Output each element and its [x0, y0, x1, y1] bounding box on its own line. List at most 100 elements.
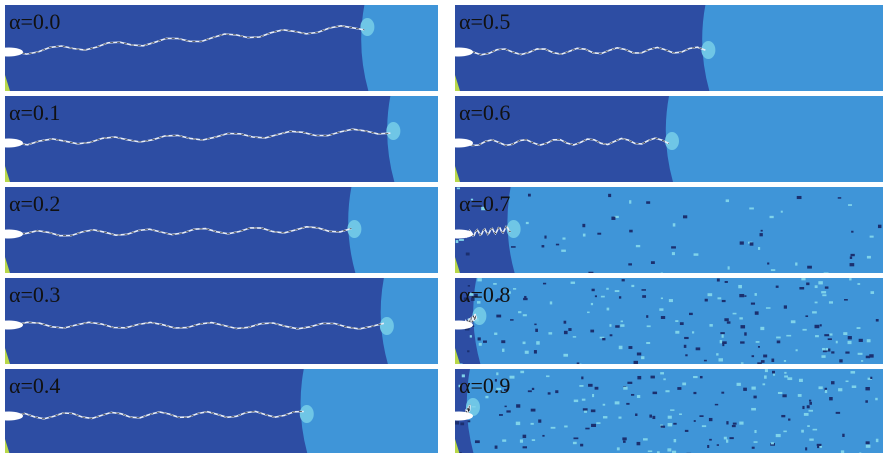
speckle: [799, 379, 803, 382]
panel-label: α=0.8: [459, 282, 510, 307]
panel: α=0.8: [445, 278, 883, 366]
speckle: [797, 196, 802, 199]
speckle: [520, 371, 524, 373]
speckle: [629, 230, 632, 233]
notch: [445, 48, 473, 57]
speckle: [773, 374, 775, 376]
speckle: [705, 299, 708, 302]
speckle: [718, 358, 722, 361]
speckle: [849, 278, 851, 280]
damaged-region: [5, 278, 388, 364]
speckle: [591, 424, 596, 427]
speckle: [815, 325, 820, 328]
speckle: [866, 445, 871, 448]
speckle: [619, 296, 621, 298]
speckle: [807, 425, 810, 427]
speckle: [817, 444, 822, 446]
speckle: [620, 324, 624, 327]
speckle: [809, 402, 812, 405]
speckle: [653, 392, 658, 395]
speckle: [685, 354, 687, 356]
speckle: [665, 390, 669, 392]
speckle: [760, 233, 763, 236]
speckle: [646, 201, 650, 204]
speckle: [739, 317, 742, 319]
panel-label: α=0.9: [459, 373, 510, 398]
panel-label: α=0.1: [9, 100, 60, 125]
process-zone: [360, 18, 374, 36]
speckle: [571, 282, 575, 284]
speckle: [643, 438, 648, 440]
speckle: [595, 295, 597, 297]
speckle: [637, 376, 641, 379]
panel: α=0.9: [445, 369, 883, 453]
panel-label: α=0.4: [9, 373, 60, 398]
speckle: [626, 403, 629, 405]
speckle: [724, 437, 727, 440]
speckle: [867, 256, 871, 259]
speckle: [617, 447, 620, 450]
speckle: [750, 242, 754, 245]
speckle: [548, 332, 552, 334]
speckle: [754, 430, 756, 433]
panel-label: α=0.2: [9, 191, 60, 216]
speckle: [496, 315, 501, 318]
speckle: [876, 319, 879, 322]
speckle: [870, 236, 874, 238]
speckle: [501, 340, 505, 343]
speckle: [799, 287, 804, 290]
speckle: [857, 283, 860, 285]
panel: α=0.1: [0, 96, 438, 182]
speckle: [776, 434, 781, 437]
speckle: [615, 290, 620, 292]
speckle: [715, 404, 718, 406]
speckle: [806, 282, 809, 285]
speckle: [831, 351, 834, 353]
speckle: [739, 422, 743, 425]
speckle: [595, 387, 599, 390]
speckle: [861, 360, 863, 362]
speckle: [749, 207, 754, 209]
speckle: [577, 362, 580, 364]
speckle: [583, 408, 588, 410]
speckle: [680, 322, 684, 325]
speckle: [502, 439, 506, 441]
speckle: [528, 194, 531, 197]
speckle: [829, 397, 833, 400]
speckle: [737, 383, 741, 386]
speckle: [825, 348, 828, 351]
speckle: [542, 245, 545, 247]
speckle: [551, 427, 556, 429]
speckle: [824, 334, 829, 336]
speckle: [475, 440, 480, 443]
speckle: [788, 419, 790, 421]
speckle: [848, 341, 852, 344]
speckle: [689, 313, 693, 315]
speckle: [823, 350, 827, 352]
speckle: [573, 442, 577, 444]
speckle: [618, 417, 621, 419]
speckle: [660, 426, 665, 428]
speckle: [744, 295, 746, 297]
panel: α=0.2: [0, 187, 438, 273]
speckle: [619, 346, 623, 349]
speckle: [651, 261, 655, 264]
speckle: [692, 331, 694, 333]
panel-label: α=0.5: [459, 9, 510, 34]
speckle: [535, 329, 538, 332]
speckle: [805, 447, 807, 450]
speckle: [818, 281, 823, 284]
speckle: [784, 372, 786, 374]
speckle: [859, 339, 863, 342]
speckle: [709, 418, 713, 421]
speckle: [744, 332, 746, 335]
speckle: [784, 360, 786, 362]
speckle: [607, 308, 610, 311]
speckle: [778, 392, 782, 394]
speckle: [647, 325, 651, 327]
speckle: [564, 331, 568, 334]
process-zone: [380, 317, 394, 335]
speckle: [757, 362, 762, 365]
speckle: [623, 387, 627, 390]
speckle: [829, 333, 832, 335]
